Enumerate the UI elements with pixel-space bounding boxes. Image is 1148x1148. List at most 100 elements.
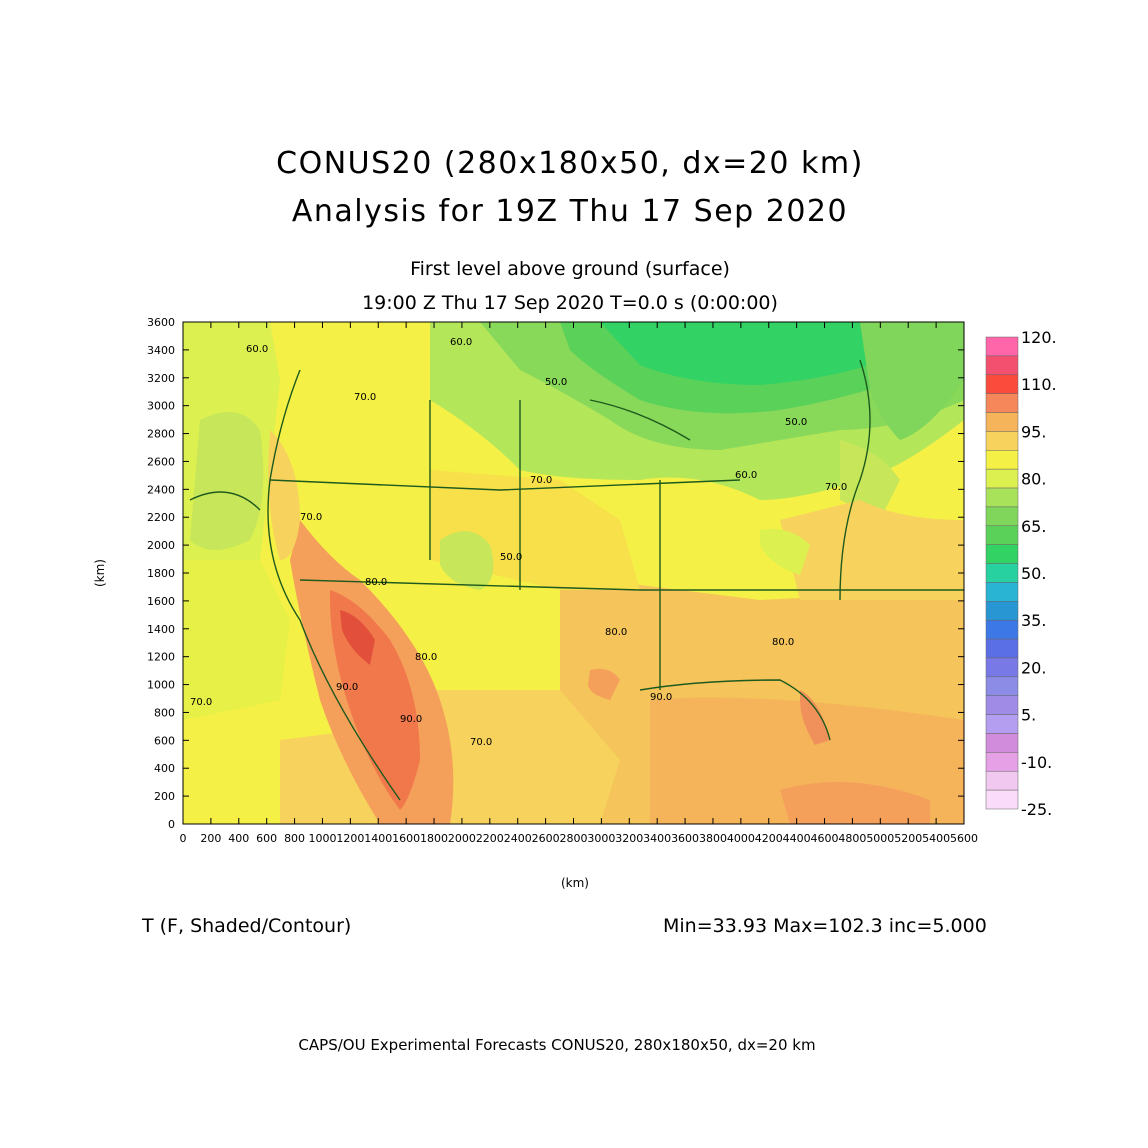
y-tick-label: 3200 (147, 372, 175, 385)
x-tick-label: 4800 (838, 832, 866, 845)
colorbar-swatch (985, 638, 1019, 659)
contour-label: 80.0 (365, 577, 387, 588)
x-tick-label: 1800 (420, 832, 448, 845)
y-tick-label: 2400 (147, 483, 175, 496)
contour-label: 80.0 (415, 652, 437, 663)
x-tick-label: 5400 (922, 832, 950, 845)
colorbar-swatch (985, 619, 1019, 640)
x-tick-label: 4200 (755, 832, 783, 845)
colorbar-label: 65. (1021, 517, 1046, 536)
contour-label: 70.0 (470, 737, 492, 748)
colorbar-swatch (985, 544, 1019, 564)
colorbar-label: -10. (1021, 753, 1052, 772)
colorbar-label: 80. (1021, 470, 1046, 489)
field-variable: T (F, Shaded/Contour) (142, 915, 352, 937)
level-description: First level above ground (surface) (410, 258, 730, 280)
x-axis-label: (km) (561, 876, 589, 890)
y-tick-label: 200 (154, 790, 175, 803)
colorbar-swatch (985, 431, 1019, 451)
field-stats: Min=33.93 Max=102.3 inc=5.000 (663, 915, 987, 937)
colorbar-label: 50. (1021, 564, 1046, 583)
contour-label: 90.0 (336, 682, 358, 693)
x-tick-label: 0 (180, 832, 187, 845)
y-tick-label: 800 (154, 706, 175, 719)
x-tick-label: 200 (200, 832, 221, 845)
x-tick-label: 3400 (643, 832, 671, 845)
contour-label: 60.0 (735, 470, 757, 481)
contour-label: 80.0 (605, 627, 627, 638)
colorbar-swatch (985, 506, 1019, 527)
x-tick-label: 400 (228, 832, 249, 845)
map-lines (189, 359, 964, 801)
colorbar-label: 20. (1021, 658, 1046, 677)
colorbar-label: -25. (1021, 800, 1052, 819)
y-tick-label: 1200 (147, 651, 175, 664)
x-tick-label: 4600 (811, 832, 839, 845)
colorbar-swatch (985, 676, 1019, 696)
colorbar-swatch (985, 487, 1019, 508)
x-tick-label: 2400 (504, 832, 532, 845)
colorbar-swatch (985, 525, 1019, 545)
contour-label: 60.0 (246, 344, 268, 355)
colorbar-swatch (985, 770, 1019, 791)
x-tick-label: 2600 (532, 832, 560, 845)
colorbar-label: 95. (1021, 422, 1046, 441)
colorbar (985, 336, 1019, 810)
colorbar-swatch (985, 355, 1019, 376)
x-tick-label: 1000 (308, 832, 336, 845)
contour-label: 80.0 (772, 637, 794, 648)
y-tick-label: 600 (154, 734, 175, 747)
y-tick-labels: 0 200 400 600 800 1000 1200 1400 1600 1800 2000 220… (147, 316, 175, 831)
contour-label: 70.0 (300, 512, 322, 523)
contour-label: 50.0 (500, 552, 522, 563)
x-tick-labels: 0 200 400 600 800 1000 1200 1400 1600 1800 2000 220… (180, 832, 979, 845)
contour-label: 70.0 (530, 475, 552, 486)
colorbar-swatch (985, 563, 1019, 583)
x-tick-label: 4400 (783, 832, 811, 845)
y-tick-label: 1800 (147, 567, 175, 580)
colorbar-swatch (985, 582, 1019, 602)
colorbar-swatch (985, 733, 1019, 753)
contour-label: 70.0 (190, 697, 212, 708)
colorbar-label: 120. (1021, 328, 1057, 347)
colorbar-swatch (985, 789, 1019, 810)
contour-label: 60.0 (450, 337, 472, 348)
x-tick-label: 600 (256, 832, 277, 845)
x-tick-label: 3800 (699, 832, 727, 845)
colorbar-swatch (985, 468, 1019, 489)
y-tick-label: 2800 (147, 428, 175, 441)
colorbar-swatch (985, 657, 1019, 678)
plot-title-line2: Analysis for 19Z Thu 17 Sep 2020 (291, 194, 849, 229)
y-tick-label: 0 (168, 818, 175, 831)
x-tick-label: 5200 (894, 832, 922, 845)
colorbar-swatch (985, 752, 1019, 772)
contour-label: 90.0 (650, 692, 672, 703)
temperature-shading (183, 322, 964, 824)
y-tick-label: 2000 (147, 539, 175, 552)
x-tick-label: 3200 (615, 832, 643, 845)
contour-label: 50.0 (785, 417, 807, 428)
y-tick-label: 2200 (147, 511, 175, 524)
plot-title-line1: CONUS20 (280x180x50, dx=20 km) (276, 146, 864, 181)
x-tick-label: 4000 (727, 832, 755, 845)
y-tick-label: 1000 (147, 679, 175, 692)
y-tick-label: 1600 (147, 595, 175, 608)
contour-label: 70.0 (825, 482, 847, 493)
colorbar-swatch (985, 601, 1019, 621)
colorbar-label: 110. (1021, 375, 1057, 394)
x-tick-label: 2000 (448, 832, 476, 845)
x-tick-label: 5000 (866, 832, 894, 845)
colorbar-labels: 120. 110. 95. 80. 65. 50. 35. 20. 5. -10. -25. (1021, 328, 1057, 819)
colorbar-swatch (985, 450, 1019, 470)
x-tick-label: 3600 (671, 832, 699, 845)
colorbar-swatch (985, 393, 1019, 413)
x-tick-label: 2200 (476, 832, 504, 845)
contour-label: 90.0 (400, 714, 422, 725)
x-tick-label: 1400 (364, 832, 392, 845)
x-tick-label: 1600 (392, 832, 420, 845)
colorbar-swatch (985, 374, 1019, 394)
contour-label: 50.0 (545, 377, 567, 388)
y-axis-label: (km) (93, 559, 107, 587)
x-tick-label: 1200 (336, 832, 364, 845)
